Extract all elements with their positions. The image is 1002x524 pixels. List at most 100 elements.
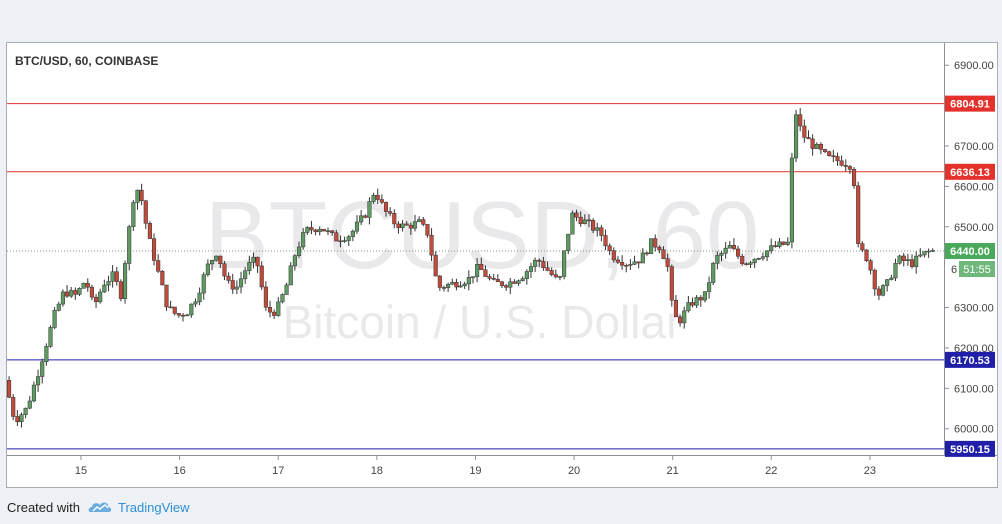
candle-body [644,252,649,255]
candle-body [914,255,919,267]
candle-body [880,285,886,296]
candle-body [313,229,318,233]
candle-body [433,254,438,277]
candle-body [549,270,554,275]
candle-body [73,290,78,295]
candle-body [60,291,65,305]
candle-body [479,263,484,271]
candle-body [429,234,434,256]
candle-body [541,261,546,268]
candle-body [698,297,703,301]
candle-body [528,266,534,272]
price-tick-label: 6500.00 [954,222,994,234]
candle-body [267,307,273,313]
candle-body [234,286,239,290]
candle-body [719,252,724,256]
tradingview-logo-icon[interactable] [88,500,112,514]
candle-body [802,125,807,138]
candle-body [280,294,285,303]
candle-body [922,251,927,256]
candle-body [769,245,774,252]
candle-body [110,271,115,282]
candle-body [209,260,215,265]
candle-body [40,361,45,377]
candle-body [251,256,256,263]
candle-body [553,274,558,278]
candle-body [781,241,786,245]
candle-body [636,261,641,264]
candle-body [354,221,360,232]
candle-body [860,243,865,251]
level-badge [945,163,995,180]
candle-body [628,264,633,266]
time-tick-label: 20 [568,465,580,477]
price-axis[interactable]: 6900.006700.006600.006500.006300.006200.… [944,60,994,436]
candle-body [504,285,509,288]
candle-body [7,380,12,398]
candle-body [139,189,144,202]
candle-body [740,256,745,264]
candle-body [599,227,604,236]
candle-body [156,260,161,272]
candle-body [508,281,513,288]
candle-body [379,199,384,203]
price-tick-label: 6900.00 [954,60,994,72]
watermark-symbol: BTCUSD, 60 [205,182,760,289]
created-with-text: Created with [7,499,80,515]
countdown-prefix: 6 [951,264,957,276]
candle-body [491,278,496,280]
chart-frame: BTCUSD, 60 Bitcoin / U.S. Dollar 6900.00… [6,42,998,488]
candle-body [367,201,372,218]
candle-body [114,271,119,282]
level-label: 5950.15 [950,444,990,456]
candle-body [711,263,716,283]
candle-body [702,291,707,301]
tradingview-link[interactable]: TradingView [117,499,190,515]
time-tick-label: 17 [272,465,284,477]
candle-body [201,274,206,294]
candle-body [487,276,492,279]
candle-body [305,227,310,233]
candle-body [81,283,86,289]
candle-body [582,219,587,224]
candle-body [309,227,314,231]
candle-body [901,255,906,261]
candle-body [396,223,401,228]
candle-body [197,292,202,303]
candle-body [876,288,881,296]
candle-body [417,219,422,222]
candle-body [856,185,861,244]
candle-body [350,230,355,237]
candle-body [682,310,687,324]
candle-body [421,219,426,225]
candle-body [839,160,844,166]
candle-body [259,265,264,288]
candle-body [346,236,351,241]
time-tick-label: 19 [469,465,481,477]
candle-body [226,275,231,281]
candle-body [537,259,542,262]
candle-body [408,224,413,229]
candle-body [748,262,753,265]
candle-body [383,202,389,212]
candle-body [591,220,596,231]
chart-canvas[interactable]: BTCUSD, 60 Bitcoin / U.S. Dollar 6900.00… [7,43,997,487]
candle-body [595,227,600,231]
candle-body [272,311,277,316]
time-axis[interactable]: 15 16 17 18 19 20 21 22 23 [75,455,876,477]
candle-body [454,282,459,288]
candle-body [524,271,529,279]
candle-body [330,230,335,234]
candle-body [470,276,476,278]
candle-body [122,263,128,299]
candle-body [27,400,32,409]
candle-body [727,245,732,249]
candle-body [172,306,177,314]
candle-body [160,270,165,286]
candle-body [317,228,322,233]
candle-body [77,288,82,295]
candle-body [773,245,778,247]
candle-body [653,238,658,248]
candle-body [731,245,736,250]
candle-body [835,156,840,162]
